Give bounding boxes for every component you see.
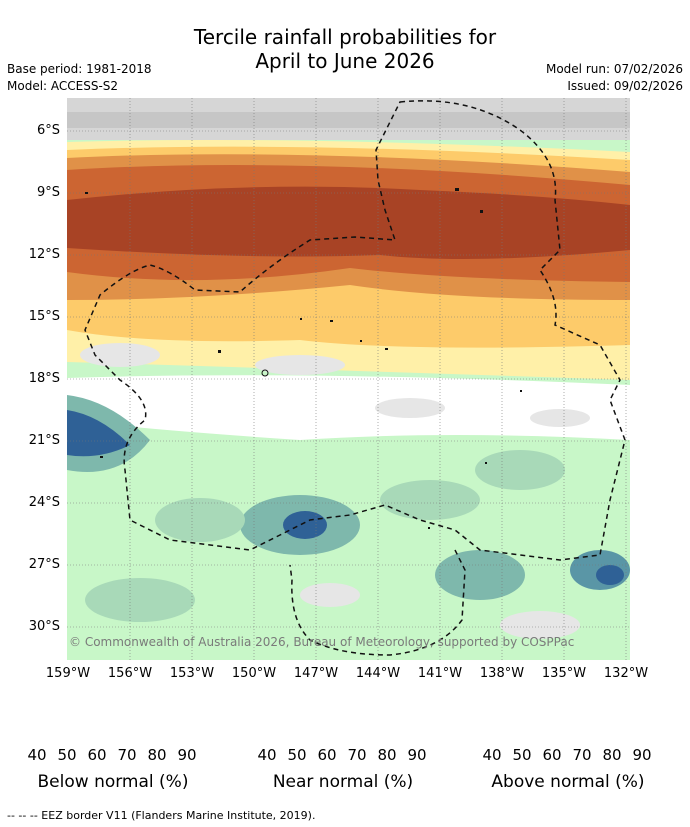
lat-label: 9°S — [36, 185, 60, 200]
below-normal-label: Below normal (%) — [37, 772, 189, 792]
chart-title-line2: April to June 2026 — [255, 49, 435, 73]
lon-label: 156°W — [107, 666, 153, 681]
tick-label: 50 — [287, 746, 307, 764]
lon-label: 144°W — [355, 666, 401, 681]
copyright-notice: © Commonwealth of Australia 2026, Bureau… — [69, 635, 575, 649]
above-normal-label: Above normal (%) — [491, 772, 645, 792]
tick-label: 90 — [632, 746, 652, 764]
tick-label: 60 — [317, 746, 337, 764]
tick-label: 90 — [407, 746, 427, 764]
tick-label: 80 — [147, 746, 167, 764]
tick-label: 60 — [87, 746, 107, 764]
lat-label: 15°S — [28, 309, 60, 324]
lon-label: 159°W — [45, 666, 91, 681]
tick-label: 40 — [27, 746, 47, 764]
tick-label: 70 — [347, 746, 367, 764]
eez-legend: -- -- -- EEZ border V11 (Flanders Marine… — [7, 809, 316, 822]
tick-label: 80 — [377, 746, 397, 764]
tick-label: 40 — [482, 746, 502, 764]
lat-label: 18°S — [28, 371, 60, 386]
lat-label: 21°S — [28, 433, 60, 448]
tick-label: 50 — [512, 746, 532, 764]
tick-label: 70 — [572, 746, 592, 764]
model-run: Model run: 07/02/2026 — [545, 62, 683, 76]
chart-title-line1: Tercile rainfall probabilities for — [193, 25, 497, 49]
tick-label: 80 — [602, 746, 622, 764]
model-name: Model: ACCESS-S2 — [7, 79, 119, 93]
near-normal-label: Near normal (%) — [272, 772, 414, 792]
issued-date: Issued: 09/02/2026 — [567, 79, 683, 93]
tick-label: 70 — [117, 746, 137, 764]
probability-fields — [67, 98, 630, 660]
lat-label: 12°S — [28, 247, 60, 262]
lon-label: 150°W — [231, 666, 277, 681]
lat-label: 30°S — [28, 619, 60, 634]
eez-border — [84, 100, 626, 656]
rainfall-map — [67, 98, 630, 660]
lat-label: 24°S — [28, 495, 60, 510]
tick-label: 90 — [177, 746, 197, 764]
tick-label: 50 — [57, 746, 77, 764]
lon-label: 138°W — [479, 666, 525, 681]
lon-label: 132°W — [603, 666, 649, 681]
lon-label: 147°W — [293, 666, 339, 681]
lon-label: 141°W — [417, 666, 463, 681]
lat-label: 6°S — [36, 123, 60, 138]
tick-label: 60 — [542, 746, 562, 764]
tick-label: 40 — [257, 746, 277, 764]
lon-label: 135°W — [541, 666, 587, 681]
base-period: Base period: 1981-2018 — [7, 62, 152, 76]
lat-label: 27°S — [28, 557, 60, 572]
lon-label: 153°W — [169, 666, 215, 681]
